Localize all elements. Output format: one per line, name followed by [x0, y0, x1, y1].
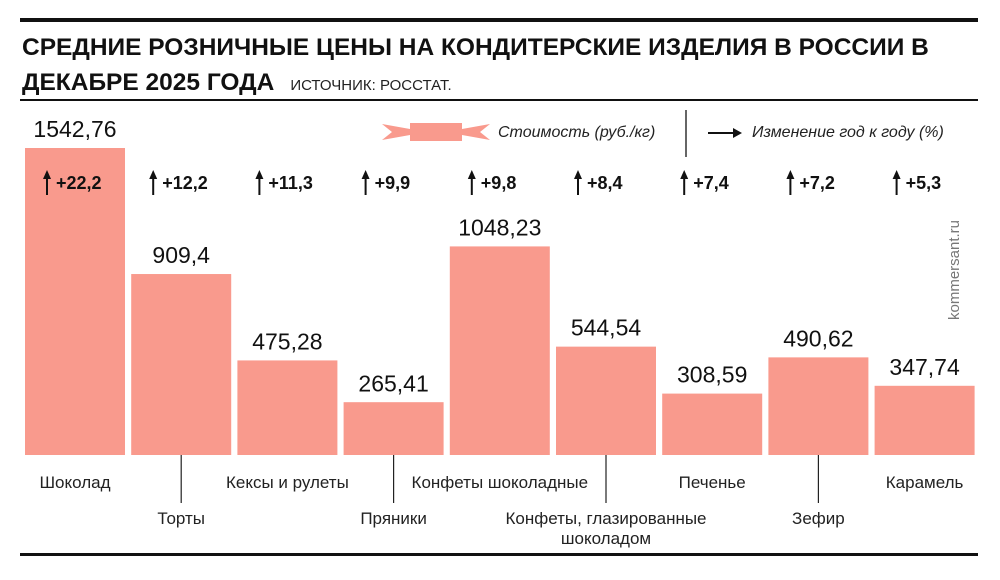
- change-arrow: [786, 170, 795, 195]
- x-tick-label: Печенье: [678, 473, 746, 492]
- bar: [556, 346, 656, 455]
- x-tick-label: Карамель: [885, 473, 964, 492]
- top-rule: [20, 18, 978, 22]
- change-label: +22,2: [56, 173, 102, 193]
- value-label: 475,28: [252, 329, 322, 355]
- change-arrow-head: [680, 170, 689, 179]
- change-arrow-head: [467, 170, 476, 179]
- bottom-rule: [20, 553, 978, 556]
- watermark: kommersant.ru: [946, 220, 963, 320]
- value-label: 909,4: [152, 242, 210, 268]
- change-arrow: [43, 170, 51, 195]
- change-arrow: [467, 170, 476, 195]
- change-label: +5,3: [906, 173, 942, 193]
- change-arrow-head: [149, 170, 158, 179]
- x-tick-label: Конфеты, глазированные шоколадом: [505, 509, 707, 548]
- change-arrow-head: [361, 170, 370, 179]
- change-arrow-head: [786, 170, 795, 179]
- change-label: +7,4: [693, 173, 729, 193]
- change-arrow: [255, 170, 264, 195]
- bar: [662, 393, 763, 455]
- change-arrow-head: [892, 170, 901, 179]
- header: СРЕДНИЕ РОЗНИЧНЫЕ ЦЕНЫ НА КОНДИТЕРСКИЕ И…: [22, 32, 972, 102]
- value-label: 347,74: [889, 354, 960, 380]
- change-arrow: [149, 170, 158, 195]
- x-tick-label: Кексы и рулеты: [225, 473, 349, 492]
- x-tick-label: Шоколад: [39, 473, 111, 492]
- change-arrow: [574, 170, 582, 195]
- change-arrow: [680, 170, 689, 195]
- legend-swatch: [382, 123, 490, 141]
- bar: [131, 274, 232, 455]
- legend-arrow-head: [733, 128, 742, 138]
- bar: [343, 402, 444, 455]
- legend-label: Изменение год к году (%): [752, 124, 944, 141]
- x-tick-label: Пряники: [360, 509, 427, 528]
- bar: [237, 360, 338, 455]
- change-label: +9,9: [375, 173, 411, 193]
- change-arrow-head: [43, 170, 51, 179]
- header-rule: [20, 99, 978, 101]
- chart-title: СРЕДНИЕ РОЗНИЧНЫЕ ЦЕНЫ НА КОНДИТЕРСКИЕ И…: [22, 34, 929, 96]
- change-arrow-head: [255, 170, 264, 179]
- value-label: 1542,76: [33, 116, 116, 142]
- x-tick-label: Зефир: [792, 509, 845, 528]
- value-label: 490,62: [783, 325, 853, 351]
- value-label: 265,41: [358, 370, 428, 396]
- bar: [874, 385, 975, 455]
- change-label: +12,2: [162, 173, 208, 193]
- change-arrow-head: [574, 170, 582, 179]
- change-label: +7,2: [799, 173, 835, 193]
- value-label: 1048,23: [458, 214, 541, 240]
- change-arrow: [892, 170, 901, 195]
- bar: [768, 357, 869, 455]
- change-label: +9,8: [481, 173, 517, 193]
- change-label: +11,3: [268, 173, 313, 193]
- x-tick-label: Конфеты шоколадные: [411, 473, 589, 492]
- source: ИСТОЧНИК: РОССТАТ.: [290, 77, 452, 94]
- change-label: +8,4: [587, 173, 623, 193]
- value-label: 308,59: [677, 362, 747, 388]
- x-tick-label: Торты: [157, 509, 205, 528]
- bar: [25, 148, 125, 455]
- bar: [449, 246, 550, 455]
- value-label: 544,54: [571, 315, 642, 341]
- change-arrow: [361, 170, 370, 195]
- legend-label: Стоимость (руб./кг): [498, 124, 655, 141]
